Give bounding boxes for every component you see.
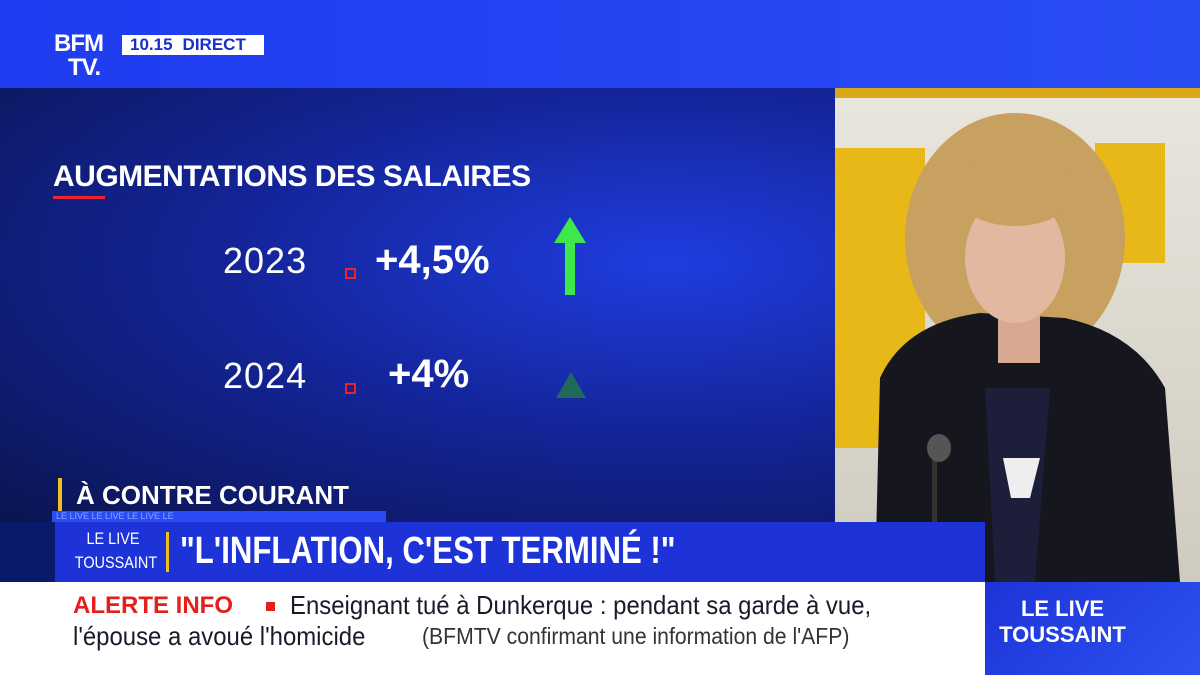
- show-logo-line: TOUSSAINT: [74, 553, 158, 572]
- channel-logo: BFM TV.: [54, 30, 104, 81]
- up-arrow: [554, 217, 586, 295]
- year: 2023: [223, 240, 308, 281]
- year: 2024: [223, 355, 308, 396]
- ticker-text: l'épouse a avoué l'homicide: [73, 621, 366, 651]
- headline: "L'INFLATION, C'EST TERMINÉ !": [180, 530, 676, 572]
- triangle: [556, 372, 586, 398]
- show-logo: LE LIVE TOUSSAINT: [74, 527, 158, 575]
- increase-value: +4,5%: [375, 238, 490, 282]
- graphic-title: AUGMENTATIONS DES SALAIRES: [53, 160, 531, 193]
- corner-line: LE LIVE: [1020, 596, 1105, 621]
- section-title: À CONTRE COURANT: [58, 478, 349, 512]
- show-strip: LE LIVE LE LIVE LE LIVE LE: [52, 511, 386, 522]
- show-logo-line: LE LIVE: [86, 529, 140, 548]
- corner-box: [985, 582, 1200, 675]
- ticker-source: (BFMTV confirmant une information de l'A…: [422, 623, 850, 649]
- live-label: DIRECT: [182, 35, 246, 54]
- studio-camera: [835, 88, 1200, 582]
- corner-line: TOUSSAINT: [999, 622, 1126, 647]
- title-underline: [53, 196, 105, 199]
- logo-line: BFM: [54, 30, 104, 57]
- headline-banner: [55, 522, 985, 582]
- graphic-panel: [0, 88, 835, 522]
- separator: [166, 532, 169, 572]
- news-ticker: [0, 582, 985, 675]
- logo-line: TV.: [68, 54, 101, 81]
- corner-logo: LE LIVE TOUSSAINT: [985, 596, 1140, 648]
- alert-square: [266, 602, 275, 611]
- ticker-text: Enseignant tué à Dunkerque : pendant sa …: [290, 590, 872, 620]
- increase-value: +4%: [388, 352, 470, 396]
- time: 10.15: [130, 35, 173, 54]
- bullet: [345, 268, 356, 279]
- bullet: [345, 383, 356, 394]
- alert-label: ALERTE INFO: [73, 592, 233, 619]
- guest-illustration: [835, 88, 1200, 582]
- clock: 10.15 DIRECT: [122, 35, 264, 55]
